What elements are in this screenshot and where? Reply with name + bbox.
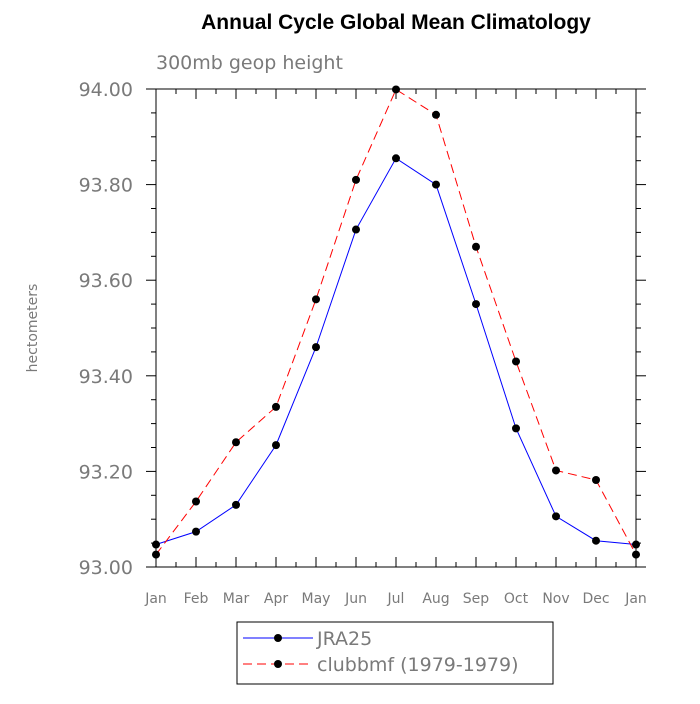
data-point — [272, 402, 280, 411]
data-point — [152, 550, 160, 559]
data-point — [232, 500, 240, 509]
x-tick-label: Jan — [624, 591, 647, 607]
data-point — [312, 343, 320, 352]
data-point — [312, 295, 320, 304]
data-point — [552, 466, 560, 475]
data-point — [472, 242, 480, 251]
data-point — [432, 110, 440, 119]
legend-label-1: clubbmf (1979-1979) — [317, 654, 519, 676]
x-tick-label: Feb — [184, 591, 209, 607]
data-point — [352, 175, 360, 184]
data-point — [632, 550, 640, 559]
y-tick-label: 94.00 — [79, 79, 133, 101]
y-tick-label: 93.80 — [79, 175, 133, 197]
data-point — [472, 300, 480, 309]
series-line-0 — [155, 157, 637, 546]
data-point — [512, 357, 520, 366]
y-tick-label: 93.60 — [79, 270, 133, 292]
x-tick-label: Aug — [422, 591, 449, 607]
data-point — [632, 540, 640, 549]
legend: JRA25 clubbmf (1979-1979) — [236, 621, 554, 685]
x-tick-label: Jul — [387, 591, 405, 607]
series-markers — [152, 85, 640, 559]
y-tick-label: 93.20 — [79, 461, 133, 483]
y-tick-label: 93.00 — [79, 557, 133, 579]
x-tick-label: Jan — [144, 591, 167, 607]
data-point — [232, 438, 240, 447]
legend-box — [236, 621, 554, 685]
data-point — [392, 154, 400, 163]
data-point — [152, 540, 160, 549]
axis-ticks: Jan Feb Mar Apr May Jun Jul Aug Sep Oct Nov Dec Jan 9… — [79, 79, 647, 607]
x-tick-label: Mar — [223, 591, 250, 607]
data-point — [592, 476, 600, 485]
legend-label-0: JRA25 — [316, 628, 372, 650]
data-point — [592, 536, 600, 545]
chart-subtitle: 300mb geop height — [156, 52, 343, 74]
data-point — [432, 180, 440, 189]
x-tick-label: Jun — [344, 591, 367, 607]
data-point — [512, 424, 520, 433]
x-tick-label: Nov — [542, 591, 569, 607]
chart-title: Annual Cycle Global Mean Climatology — [201, 11, 591, 34]
data-point — [552, 512, 560, 521]
x-tick-label: Sep — [463, 591, 490, 607]
legend-marker — [274, 660, 282, 668]
legend-marker — [274, 634, 282, 642]
x-tick-label: Dec — [582, 591, 609, 607]
data-point — [352, 225, 360, 234]
y-axis-label: hectometers — [25, 284, 41, 373]
data-point — [192, 527, 200, 536]
x-tick-label: May — [302, 591, 331, 607]
data-point — [192, 497, 200, 506]
y-tick-label: 93.40 — [79, 366, 133, 388]
data-point — [392, 85, 400, 94]
x-tick-label: Apr — [264, 591, 288, 607]
data-point — [272, 441, 280, 450]
x-tick-label: Oct — [504, 591, 529, 607]
